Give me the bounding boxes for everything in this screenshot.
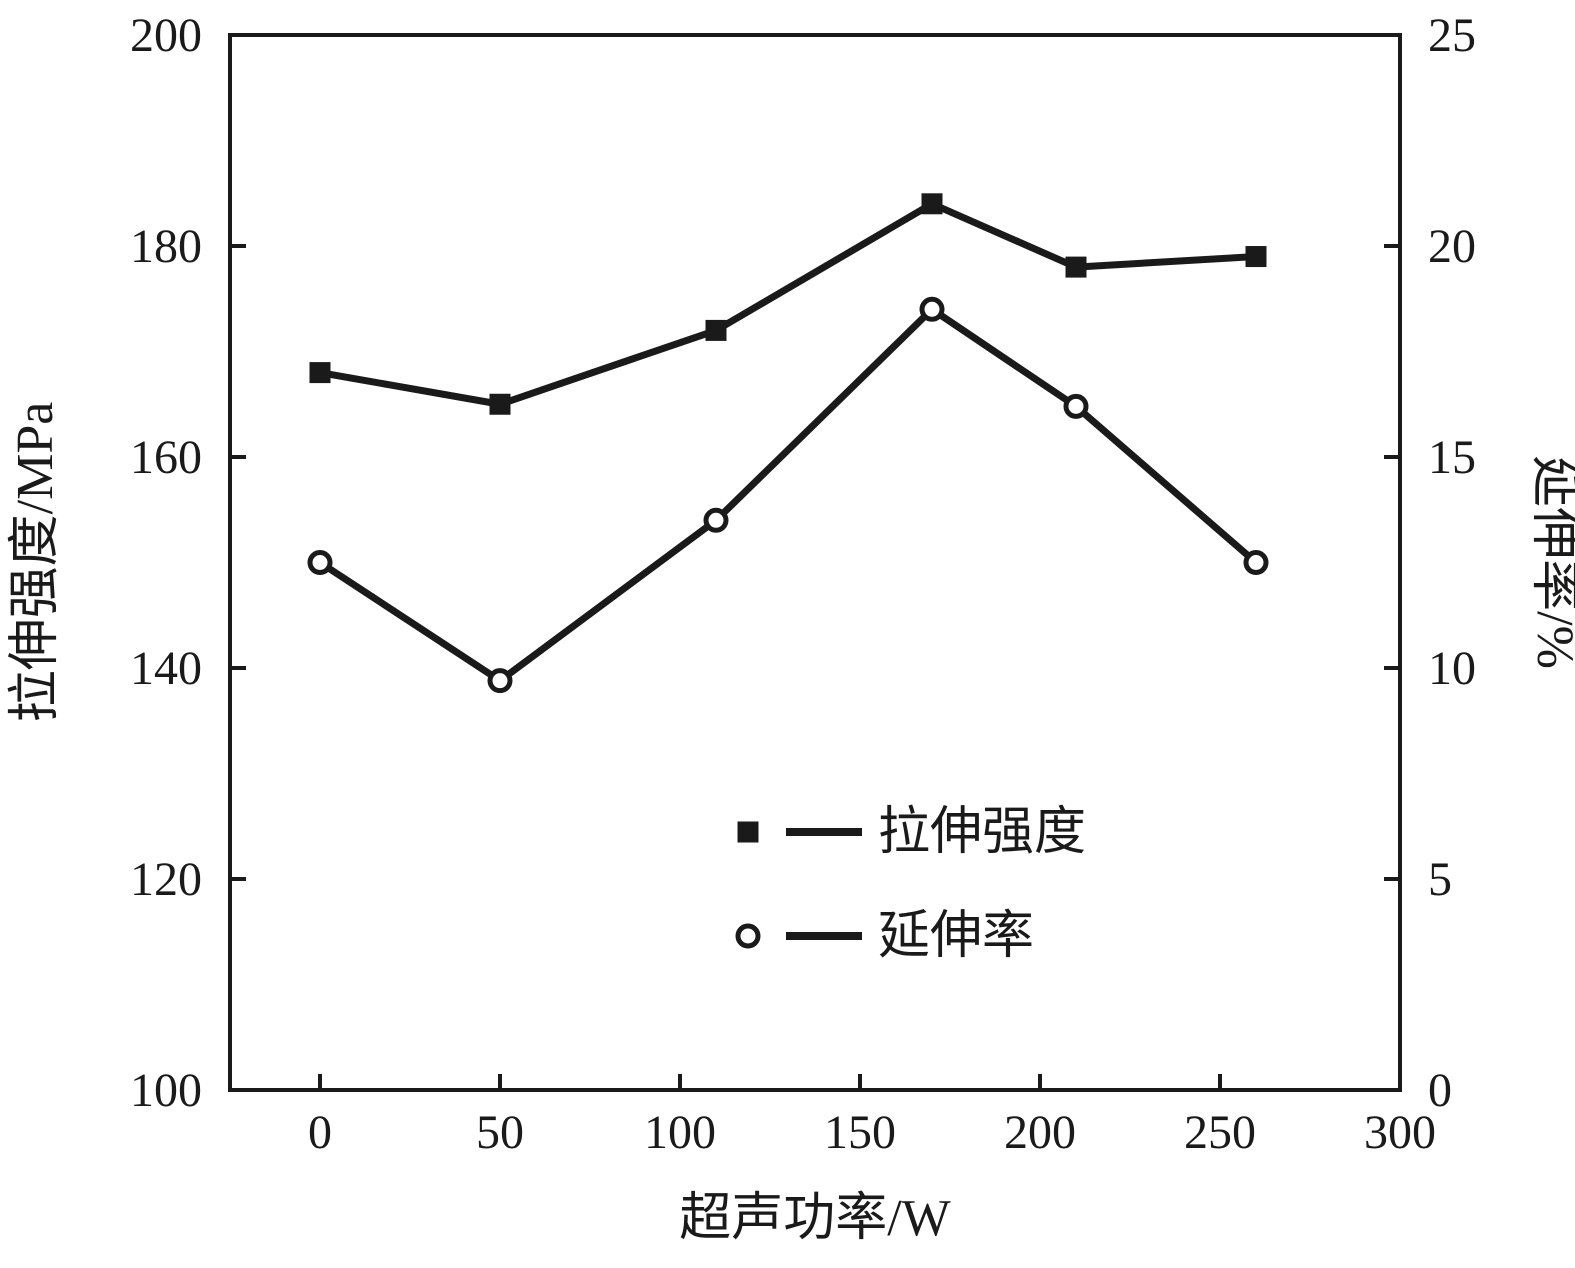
tensile-strength-point [489, 393, 511, 415]
x-tick-label: 200 [1004, 1106, 1076, 1159]
tensile-strength-point [921, 193, 943, 215]
x-tick-label: 0 [308, 1106, 332, 1159]
elongation-series [307, 296, 1269, 694]
tensile-strength-point [705, 319, 727, 341]
y-axis-left-title: 拉伸强度/MPa [7, 402, 64, 723]
y-right-tick-label: 15 [1428, 431, 1476, 484]
x-tick-label: 50 [476, 1106, 524, 1159]
x-tick-label: 100 [644, 1106, 716, 1159]
elongation-point [1063, 393, 1089, 419]
x-tick-label: 250 [1184, 1106, 1256, 1159]
y-left-tick-label: 160 [130, 431, 202, 484]
elongation-point [1243, 550, 1269, 575]
x-tick-label: 300 [1364, 1106, 1436, 1159]
x-axis-title: 超声功率/W [679, 1190, 951, 1247]
plot-frame [228, 33, 1402, 1092]
tensile-strength-line [319, 200, 1257, 408]
y-right-tick-label: 0 [1428, 1064, 1452, 1117]
elongation-point [487, 668, 513, 694]
y-left-tick-label: 180 [130, 220, 202, 273]
elongation-point [919, 296, 945, 322]
x-tick-label: 150 [824, 1106, 896, 1159]
y-left-tick-label: 100 [130, 1064, 202, 1117]
legend-label: 延伸率 [878, 908, 1034, 965]
y-right-tick-label: 20 [1428, 220, 1476, 273]
legend-marker [735, 923, 761, 949]
tensile-strength-point [1245, 246, 1267, 268]
y-right-tick-label: 5 [1428, 853, 1452, 906]
tensile-strength-point [1065, 256, 1087, 278]
legend-label: 拉伸强度 [878, 804, 1086, 861]
elongation-line [318, 305, 1259, 685]
y-axis-right-title: 延伸率/% [1526, 455, 1575, 669]
y-right-tick-label: 25 [1428, 9, 1476, 62]
y-right-tick-label: 10 [1428, 642, 1476, 695]
y-left-tick-label: 120 [130, 853, 202, 906]
legend-marker [737, 821, 759, 843]
tensile-strength-series [309, 193, 1267, 415]
elongation-point [703, 507, 729, 533]
y-left-tick-label: 140 [130, 642, 202, 695]
tensile-strength-point [309, 362, 331, 384]
y-left-tick-label: 200 [130, 9, 202, 62]
elongation-point [307, 550, 333, 575]
